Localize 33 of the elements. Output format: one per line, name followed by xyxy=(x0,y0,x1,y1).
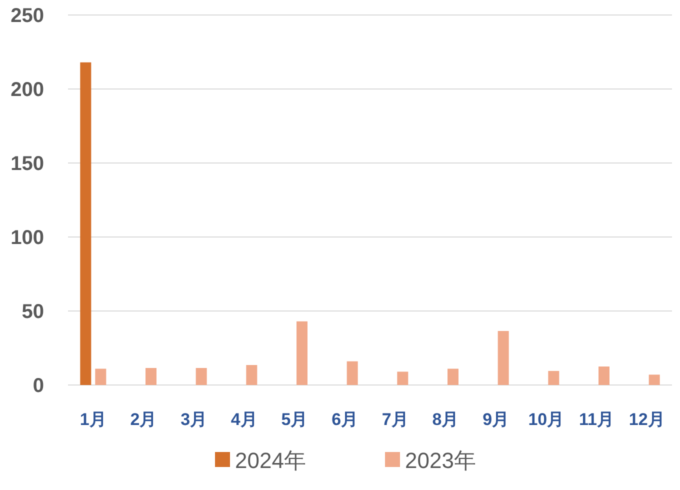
y-tick-label: 0 xyxy=(32,375,44,397)
x-tick-label: 5月 xyxy=(281,410,308,429)
bar xyxy=(95,368,106,385)
legend-label: 2024年 xyxy=(235,448,306,473)
y-tick-label: 50 xyxy=(22,301,44,323)
y-tick-label: 200 xyxy=(10,79,44,101)
x-tick-label: 4月 xyxy=(230,410,258,429)
x-tick-label: 11月 xyxy=(579,410,614,429)
y-tick-label: 100 xyxy=(10,227,44,249)
x-tick-label: 6月 xyxy=(332,410,358,429)
x-tick-label: 2月 xyxy=(130,410,157,429)
bar xyxy=(246,365,258,385)
bar xyxy=(548,370,560,385)
bar xyxy=(146,368,156,385)
legend-label: 2023年 xyxy=(405,448,476,473)
x-tick-label: 12月 xyxy=(628,410,665,429)
bar xyxy=(648,374,660,385)
x-tick-label: 10月 xyxy=(528,410,564,429)
x-tick-label: 9月 xyxy=(482,410,510,429)
x-tick-label: 1月 xyxy=(80,410,106,429)
bar xyxy=(498,330,509,385)
bar xyxy=(448,368,458,385)
bar xyxy=(397,372,408,385)
y-tick-label: 250 xyxy=(10,5,44,27)
bar xyxy=(598,366,610,385)
bar xyxy=(80,62,92,385)
x-tick-label: 3月 xyxy=(180,410,208,429)
bar xyxy=(346,361,358,385)
bar xyxy=(296,321,308,385)
x-tick-label: 7月 xyxy=(382,410,408,429)
y-tick-label: 150 xyxy=(10,153,44,175)
x-tick-label: 8月 xyxy=(432,410,459,429)
bar xyxy=(196,368,207,385)
